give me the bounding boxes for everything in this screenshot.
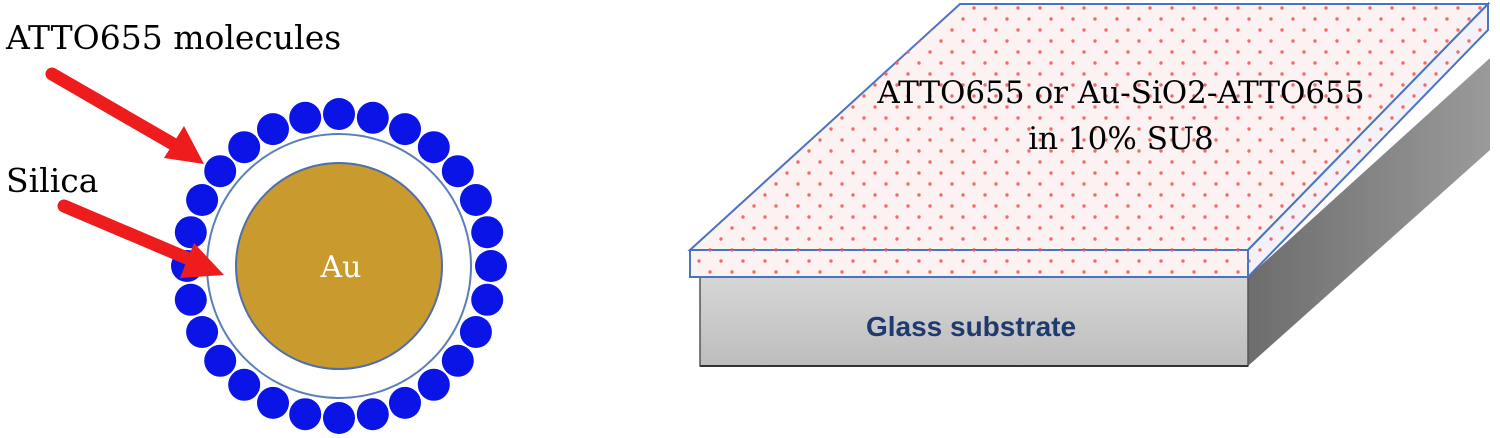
molecule-dot — [356, 101, 389, 134]
molecule-dot — [257, 113, 289, 146]
molecule-dot — [257, 386, 289, 419]
molecules-arrow — [45, 67, 204, 164]
molecule-dot — [323, 402, 355, 434]
molecule-dot — [441, 155, 474, 188]
film-label-line2: in 10% SU8 — [1028, 121, 1214, 157]
silica-arrow — [57, 199, 224, 278]
molecule-dot — [228, 368, 261, 401]
molecule-dot — [174, 216, 207, 249]
molecule-dot — [186, 184, 219, 216]
molecule-dot — [475, 250, 507, 282]
molecule-dot — [417, 368, 450, 401]
molecule-dot — [441, 344, 474, 377]
molecule-dot — [356, 398, 389, 431]
film-label-line1: ATTO655 or Au-SiO2-ATTO655 — [876, 75, 1364, 111]
substrate-front-face — [699, 276, 1249, 367]
molecule-dot — [471, 216, 504, 249]
silica-label: Silica — [6, 161, 98, 200]
molecule-dot — [174, 283, 207, 316]
nanoparticle-diagram: Au ATTO655 molecules Silica — [5, 18, 507, 434]
molecule-dot — [323, 98, 355, 130]
molecules-label: ATTO655 molecules — [5, 18, 341, 57]
molecule-dot — [289, 398, 322, 431]
molecule-dot — [459, 184, 492, 216]
molecule-dot — [417, 131, 450, 164]
molecule-dot — [289, 101, 322, 134]
molecule-dot — [204, 344, 237, 377]
molecule-ring — [171, 98, 507, 434]
film-substrate-diagram: ATTO655 or Au-SiO2-ATTO655 in 10% SU8 Gl… — [687, 1, 1491, 367]
molecule-dot — [186, 316, 219, 348]
molecule-dot — [471, 283, 504, 316]
molecule-dot — [389, 113, 421, 146]
molecule-dot — [204, 155, 237, 188]
substrate-side-face — [1248, 58, 1490, 366]
molecule-dot — [228, 131, 261, 164]
core-label: Au — [320, 250, 362, 285]
gold-core — [235, 162, 443, 370]
molecule-dot — [459, 316, 492, 348]
substrate-label: Glass substrate — [866, 311, 1076, 342]
molecule-dot — [389, 386, 421, 419]
